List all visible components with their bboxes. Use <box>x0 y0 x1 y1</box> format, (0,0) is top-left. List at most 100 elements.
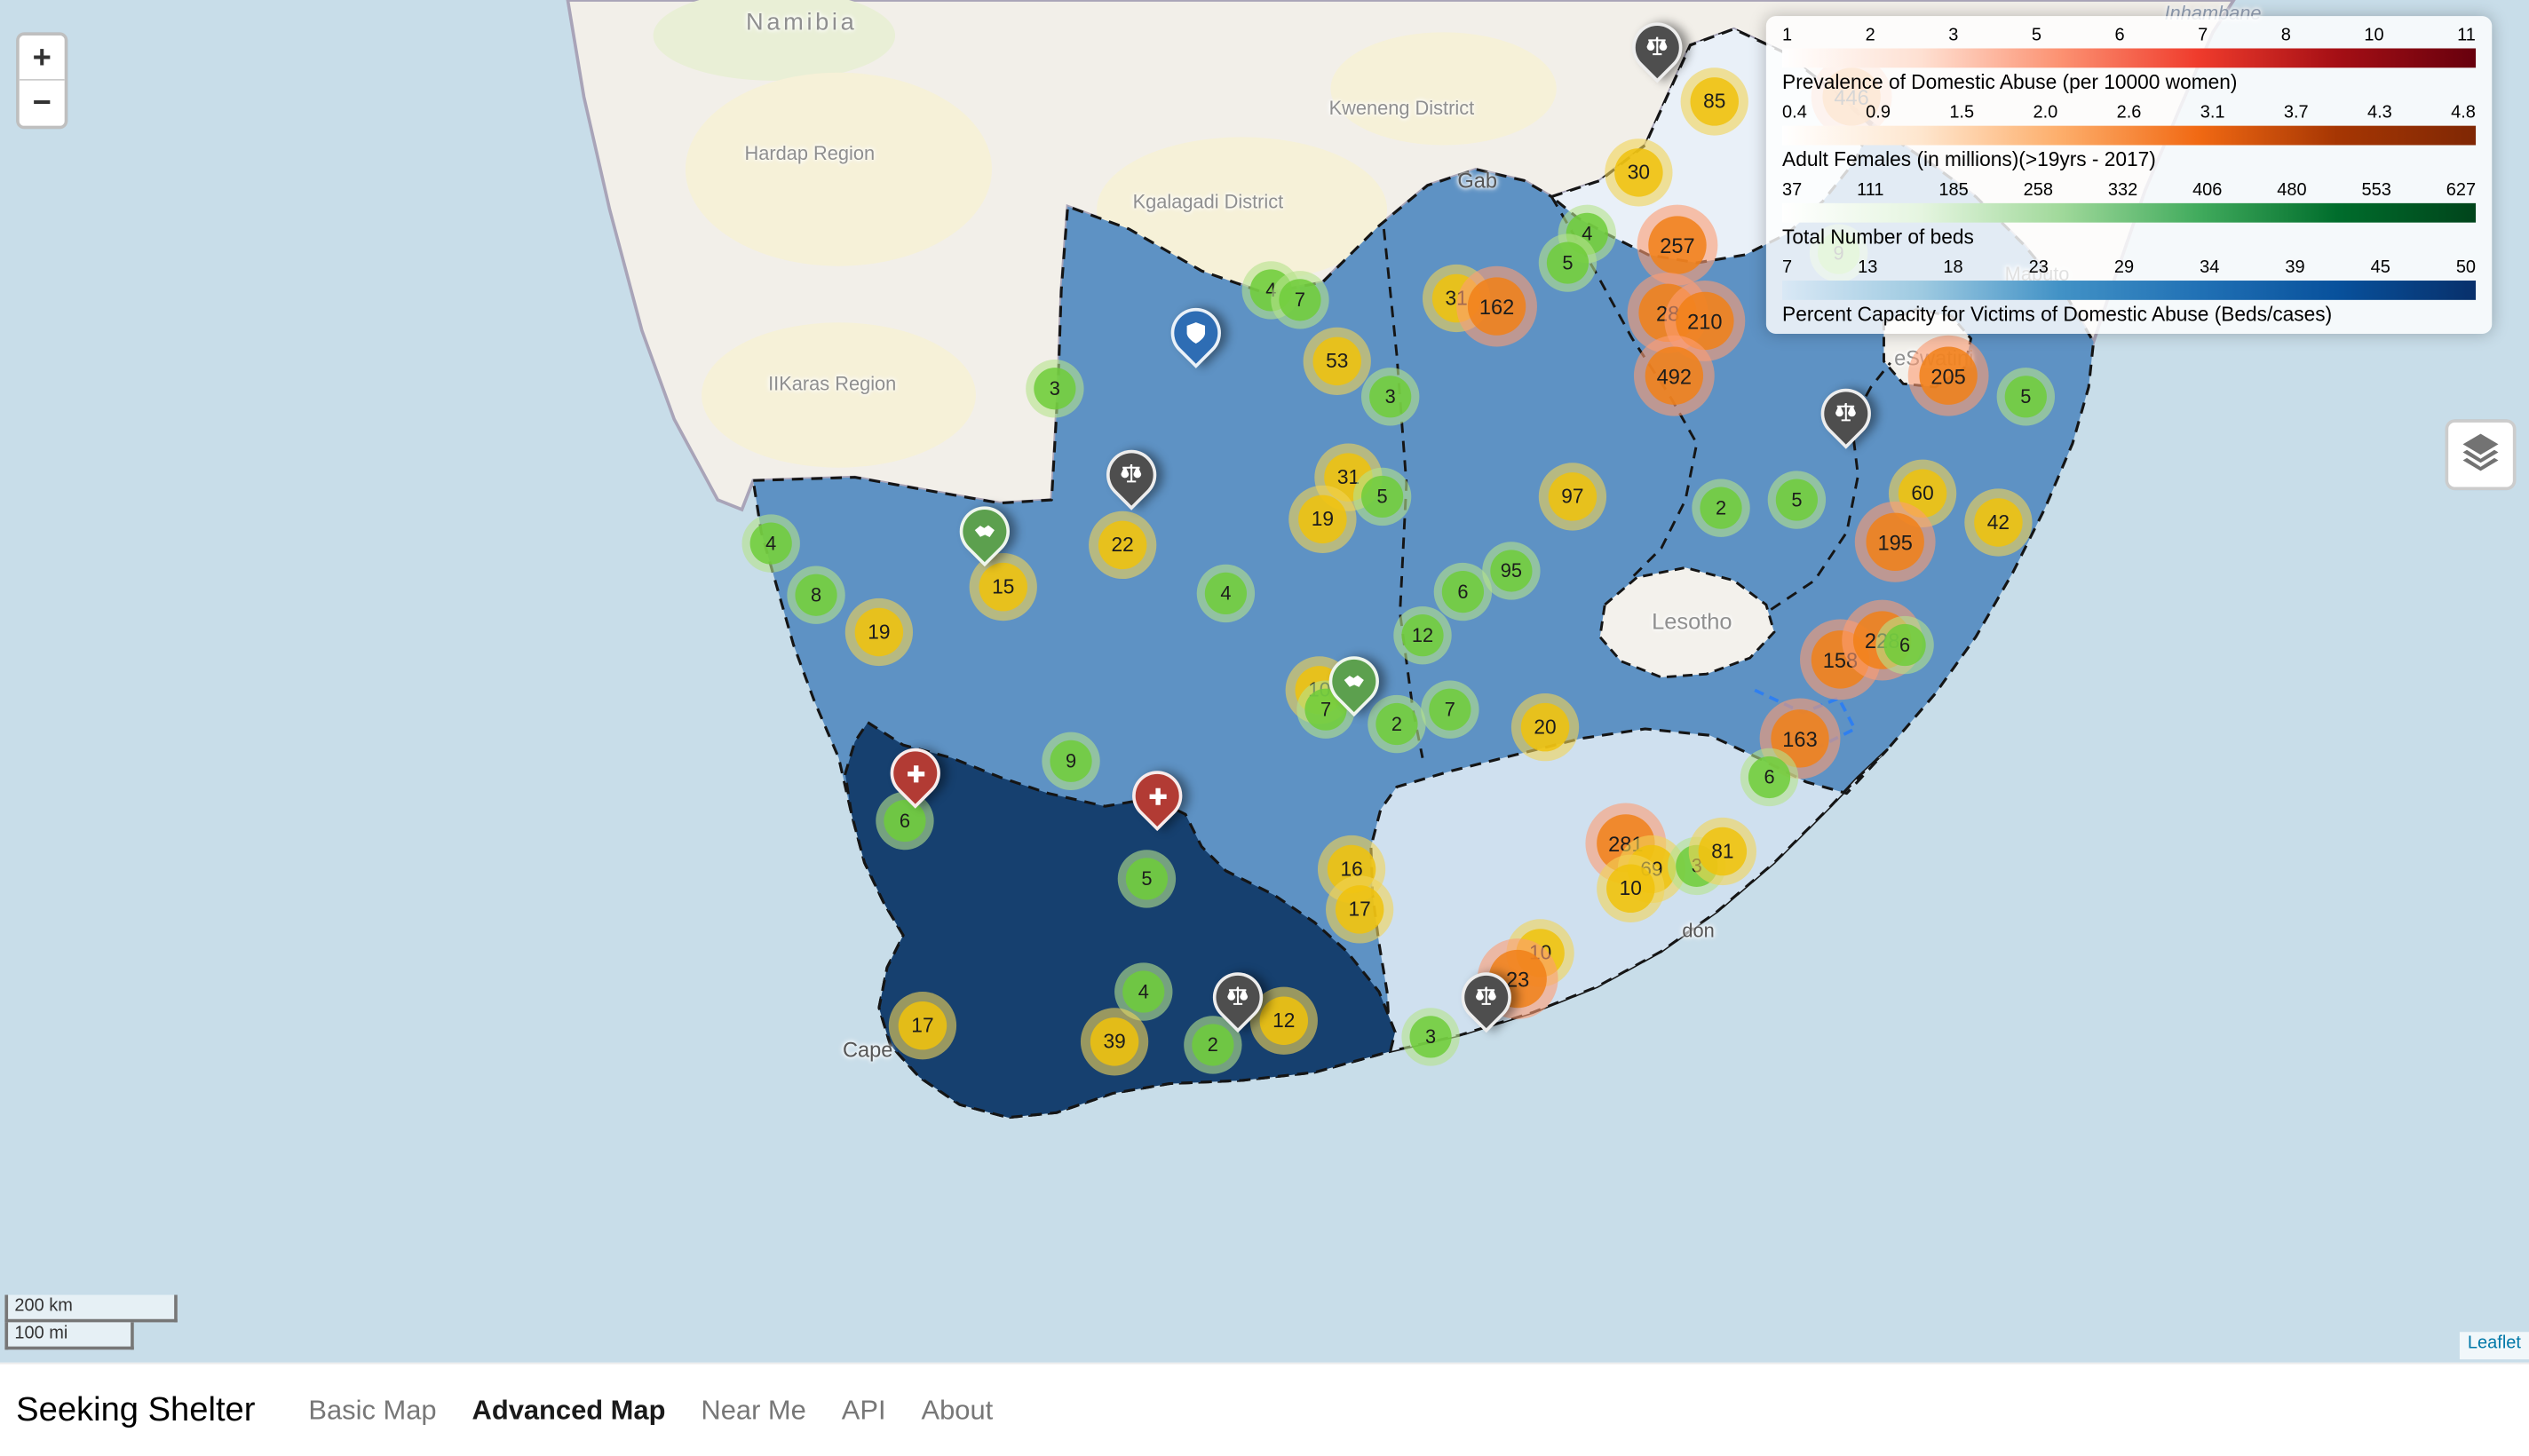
cluster-marker[interactable]: 81 <box>1688 817 1756 886</box>
cluster-marker[interactable]: 2 <box>1692 479 1750 537</box>
pin-scales[interactable] <box>1621 12 1693 83</box>
map-legend: 1 2 3 5 6 7 8 10 11 Prevalence of Domestic Abuse … <box>1765 16 2493 334</box>
scale-bar-mi: 100 mi <box>4 1322 134 1350</box>
nav-advanced-map[interactable]: Advanced Map <box>472 1394 666 1425</box>
nav-about[interactable]: About <box>921 1394 994 1425</box>
cluster-marker[interactable]: 97 <box>1538 463 1607 531</box>
cluster-marker[interactable]: 6 <box>876 791 934 851</box>
pin-handshake[interactable] <box>949 495 1020 567</box>
layers-button[interactable] <box>2445 419 2517 491</box>
cluster-marker[interactable]: 30 <box>1605 138 1673 207</box>
cluster-marker[interactable]: 9 <box>1042 732 1100 791</box>
cluster-marker[interactable]: 42 <box>1964 488 2033 557</box>
cluster-count: 163 <box>1771 709 1829 768</box>
cluster-marker[interactable]: 3 <box>1360 368 1420 426</box>
cluster-marker[interactable]: 195 <box>1854 501 1936 582</box>
legend-tick: 2 <box>1865 26 1875 45</box>
map-canvas[interactable]: Namibia Hardap Region Kweneng District Kgal… <box>0 0 2529 1363</box>
cluster-marker[interactable]: 12 <box>1393 605 1452 665</box>
cluster-count: 2 <box>1192 1024 1234 1066</box>
cluster-marker[interactable]: 10 <box>1597 854 1665 922</box>
pin-shield[interactable] <box>1160 297 1232 368</box>
zoom-in-button[interactable]: + <box>19 35 65 81</box>
zoom-out-button[interactable]: − <box>19 80 65 126</box>
cluster-count: 4 <box>1204 572 1248 615</box>
nav-near-me[interactable]: Near Me <box>701 1394 806 1425</box>
nav-api[interactable]: API <box>841 1394 886 1425</box>
cluster-marker[interactable]: 15 <box>969 553 1037 621</box>
cluster-marker[interactable]: 257 <box>1637 204 1718 286</box>
pin-scales[interactable] <box>1810 378 1882 449</box>
cluster-count: 53 <box>1312 336 1361 386</box>
pin-cross[interactable] <box>1122 760 1193 832</box>
cluster-count: 17 <box>898 1001 947 1050</box>
legend-ticks: 0.4 0.9 1.5 2.0 2.6 3.1 3.7 4.3 4.8 <box>1782 103 2476 124</box>
scale-bar-km: 200 km <box>4 1294 178 1323</box>
cluster-marker[interactable]: 6 <box>1875 615 1934 675</box>
land-patch <box>1330 32 1557 146</box>
legend-tick: 37 <box>1782 180 1803 201</box>
cluster-marker[interactable]: 205 <box>1907 335 1989 416</box>
cluster-count: 5 <box>1546 241 1590 284</box>
legend-tick: 553 <box>2361 180 2391 201</box>
cluster-marker[interactable]: 39 <box>1080 1008 1149 1076</box>
legend-tick: 23 <box>2028 257 2049 278</box>
cluster-marker[interactable]: 6 <box>1740 748 1799 807</box>
legend-tick: 8 <box>2280 26 2291 45</box>
pin-cross[interactable] <box>879 738 951 809</box>
pin-scales[interactable] <box>1202 961 1273 1033</box>
cluster-marker[interactable]: 162 <box>1456 265 1537 347</box>
cluster-marker[interactable]: 19 <box>844 597 914 667</box>
shield-icon <box>1174 312 1217 355</box>
cluster-marker[interactable]: 6 <box>1433 562 1493 621</box>
cluster-marker[interactable]: 22 <box>1089 510 1157 580</box>
cluster-layer: 8530446925728210492205531162533347453151… <box>741 56 2056 1076</box>
cluster-marker[interactable]: 17 <box>888 992 957 1060</box>
scales-icon <box>1464 976 1508 1019</box>
legend-gradient-bar <box>1782 48 2477 68</box>
cluster-marker[interactable]: 5 <box>1996 368 2056 426</box>
cluster-marker[interactable]: 2 <box>1368 694 1426 754</box>
cluster-marker[interactable]: 8 <box>787 566 845 624</box>
cluster-count: 30 <box>1614 148 1663 197</box>
legend-scale-3: 7 13 18 23 29 34 39 45 50 Percent Capacity for Vi… <box>1782 258 2477 326</box>
cluster-marker[interactable]: 85 <box>1680 67 1748 136</box>
cluster-marker[interactable]: 163 <box>1759 698 1841 779</box>
cluster-marker[interactable]: 5 <box>1538 233 1597 292</box>
legend-scale-1: 0.4 0.9 1.5 2.0 2.6 3.1 3.7 4.3 4.8 Adult Females… <box>1782 103 2477 171</box>
cluster-count: 3 <box>1034 368 1076 410</box>
cluster-marker[interactable]: 492 <box>1633 335 1715 416</box>
cluster-marker[interactable]: 53 <box>1303 327 1371 396</box>
pin-scales[interactable] <box>1450 961 1522 1033</box>
legend-tick: 50 <box>2455 257 2477 278</box>
cluster-count: 162 <box>1467 277 1526 336</box>
pin-handshake[interactable] <box>1318 645 1390 717</box>
cluster-marker[interactable]: 5 <box>1117 850 1177 908</box>
cluster-marker[interactable]: 5 <box>1767 471 1827 529</box>
cluster-marker[interactable]: 19 <box>1288 485 1357 554</box>
nav-basic-map[interactable]: Basic Map <box>308 1394 437 1425</box>
attribution-link[interactable]: Leaflet <box>2467 1333 2521 1353</box>
legend-ticks: 7 13 18 23 29 34 39 45 50 <box>1782 258 2476 280</box>
cluster-marker[interactable]: 7 <box>1421 680 1479 739</box>
cluster-marker[interactable]: 3 <box>1401 1008 1460 1066</box>
cluster-count: 85 <box>1690 77 1740 126</box>
cluster-marker[interactable]: 20 <box>1510 693 1580 762</box>
legend-gradient-bar <box>1782 281 2477 300</box>
land-patch <box>685 72 993 266</box>
cluster-marker[interactable]: 5 <box>1352 467 1412 526</box>
legend-ticks: 37 111 185 258 332 406 480 553 627 <box>1782 180 2476 202</box>
cluster-marker[interactable]: 3 <box>1026 360 1084 418</box>
cluster-count: 19 <box>1298 495 1347 544</box>
legend-tick: 406 <box>2192 180 2223 201</box>
cluster-count: 195 <box>1866 512 1924 571</box>
cluster-marker[interactable]: 4 <box>741 514 800 573</box>
legend-tick: 2.0 <box>2033 103 2058 123</box>
cluster-marker[interactable]: 4 <box>1196 564 1256 623</box>
pin-scales[interactable] <box>1096 439 1167 510</box>
cluster-marker[interactable]: 7 <box>1271 271 1329 329</box>
cluster-marker[interactable]: 95 <box>1482 542 1541 600</box>
cluster-marker[interactable]: 17 <box>1326 875 1394 944</box>
brand[interactable]: Seeking Shelter <box>16 1390 256 1428</box>
